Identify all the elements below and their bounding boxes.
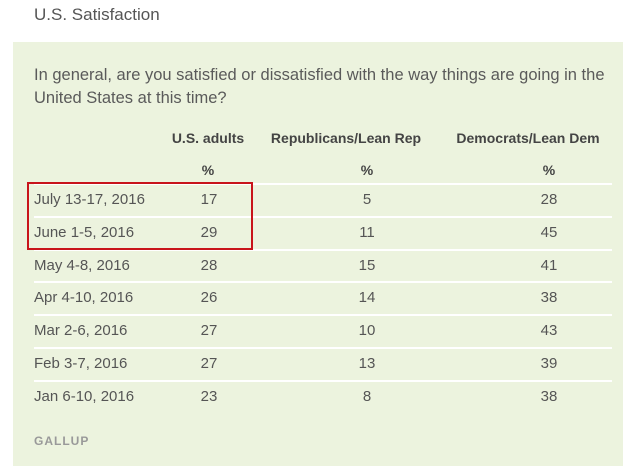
value-democrats: 38: [540, 289, 558, 307]
value-democrats: 38: [540, 387, 558, 405]
value-republicans: 14: [358, 289, 376, 307]
table-row: June 1-5, 2016 29 11 45: [34, 215, 612, 251]
unit-label: %: [360, 162, 374, 178]
table-row: May 4-8, 2016 28 15 41: [34, 248, 612, 284]
value-republicans: 10: [358, 322, 376, 340]
row-date: Apr 4-10, 2016: [34, 289, 134, 307]
row-date: June 1-5, 2016: [34, 223, 135, 241]
value-us-adults: 17: [200, 191, 218, 208]
value-republicans: 8: [362, 387, 372, 405]
row-date: Jan 6-10, 2016: [34, 387, 135, 405]
value-democrats: 28: [540, 191, 558, 208]
table-row: Jan 6-10, 2016 23 8 38: [34, 379, 612, 415]
survey-question: In general, are you satisfied or dissati…: [34, 66, 605, 107]
unit-label: %: [201, 162, 215, 178]
row-date: Feb 3-7, 2016: [34, 355, 128, 372]
highlight-box: [27, 182, 253, 250]
value-us-adults: 26: [200, 289, 218, 307]
table-row: July 13-17, 2016 17 5 28: [34, 183, 612, 218]
column-header-us-adults: U.S. adults: [171, 130, 245, 146]
table-row: Mar 2-6, 2016 27 10 43: [34, 314, 612, 349]
value-us-adults: 27: [200, 355, 218, 372]
value-republicans: 5: [362, 191, 372, 208]
value-republicans: 11: [359, 223, 375, 241]
value-democrats: 43: [540, 322, 558, 340]
page-title: U.S. Satisfaction: [34, 5, 160, 24]
value-democrats: 45: [540, 223, 558, 241]
value-democrats: 39: [540, 355, 558, 372]
value-us-adults: 28: [200, 256, 218, 274]
value-us-adults: 27: [200, 322, 218, 340]
value-republicans: 13: [358, 355, 376, 372]
unit-label: %: [542, 162, 556, 178]
row-date: July 13-17, 2016: [34, 191, 145, 208]
column-header-republicans: Republicans/Lean Rep: [270, 130, 422, 146]
table-row: Apr 4-10, 2016 26 14 38: [34, 281, 612, 316]
source-label: GALLUP: [34, 434, 90, 448]
value-us-adults: 23: [200, 387, 218, 405]
row-date: May 4-8, 2016: [34, 256, 130, 274]
value-us-adults: 29: [200, 223, 218, 241]
row-date: Mar 2-6, 2016: [34, 322, 128, 340]
table-panel: In general, are you satisfied or dissati…: [13, 42, 623, 466]
table-row: Feb 3-7, 2016 27 13 39: [34, 347, 612, 382]
value-democrats: 41: [540, 256, 558, 274]
value-republicans: 15: [358, 256, 376, 274]
column-header-democrats: Democrats/Lean Dem: [456, 130, 600, 146]
